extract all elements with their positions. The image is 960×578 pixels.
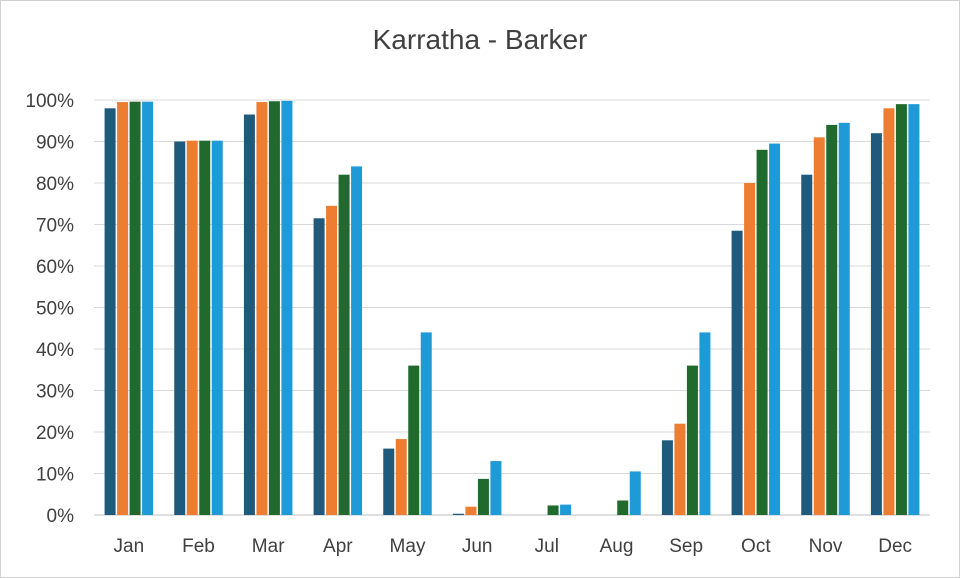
bar — [895, 104, 907, 516]
bar — [211, 140, 223, 516]
x-tick-label: Dec — [878, 536, 912, 557]
bar — [560, 504, 572, 515]
bar — [908, 104, 920, 516]
bar — [826, 124, 838, 516]
bar — [744, 183, 756, 515]
bar — [838, 122, 850, 515]
y-tick-label: 80% — [36, 174, 74, 195]
bar — [420, 332, 432, 515]
bar — [313, 218, 325, 515]
bar — [395, 439, 407, 515]
y-tick-label: 90% — [36, 133, 74, 154]
bar — [408, 365, 420, 515]
bar — [117, 102, 129, 515]
y-tick-label: 20% — [36, 423, 74, 444]
y-tick-label: 70% — [36, 216, 74, 237]
bar — [256, 102, 268, 515]
bar — [769, 143, 781, 515]
x-tick-label: Apr — [323, 536, 353, 557]
bar — [699, 332, 711, 515]
x-tick-label: Nov — [809, 536, 843, 557]
chart-title: Karratha - Barker — [372, 24, 588, 55]
x-tick-label: Aug — [600, 536, 634, 557]
bar — [186, 140, 198, 516]
x-tick-label: Jun — [462, 536, 493, 557]
bar — [104, 108, 116, 516]
y-tick-label: 30% — [36, 382, 74, 403]
bar — [813, 137, 825, 515]
bar — [129, 101, 141, 515]
bar — [465, 506, 477, 515]
bar — [756, 149, 768, 516]
x-tick-label: Oct — [741, 536, 771, 557]
x-tick-label: Sep — [669, 536, 703, 557]
bar — [617, 500, 629, 515]
y-tick-label: 100% — [25, 91, 74, 112]
bar — [142, 101, 154, 515]
bar — [243, 114, 255, 516]
x-tick-label: May — [390, 536, 426, 557]
y-tick-label: 0% — [47, 506, 75, 527]
x-tick-label: Feb — [182, 536, 215, 557]
bar — [199, 140, 211, 516]
bar — [326, 205, 338, 515]
x-tick-label: Mar — [252, 536, 285, 557]
y-tick-label: 10% — [36, 465, 74, 486]
y-tick-label: 60% — [36, 257, 74, 278]
bar — [477, 478, 489, 515]
bar — [174, 141, 186, 515]
bar — [629, 471, 641, 515]
bar — [281, 100, 293, 515]
bar — [490, 461, 502, 515]
bar — [686, 365, 698, 515]
bar — [661, 440, 673, 515]
bar — [870, 133, 882, 515]
bar — [351, 166, 363, 515]
bar — [547, 505, 559, 515]
bar — [674, 423, 686, 515]
bar — [731, 230, 743, 515]
bar — [883, 108, 895, 516]
bar — [383, 448, 395, 515]
bar — [338, 174, 350, 515]
bar — [268, 101, 280, 516]
bar — [452, 513, 464, 515]
y-tick-label: 50% — [36, 299, 74, 320]
x-tick-label: Jul — [535, 536, 559, 557]
x-tick-label: Jan — [114, 536, 145, 557]
bar — [801, 174, 813, 515]
y-tick-label: 40% — [36, 340, 74, 361]
